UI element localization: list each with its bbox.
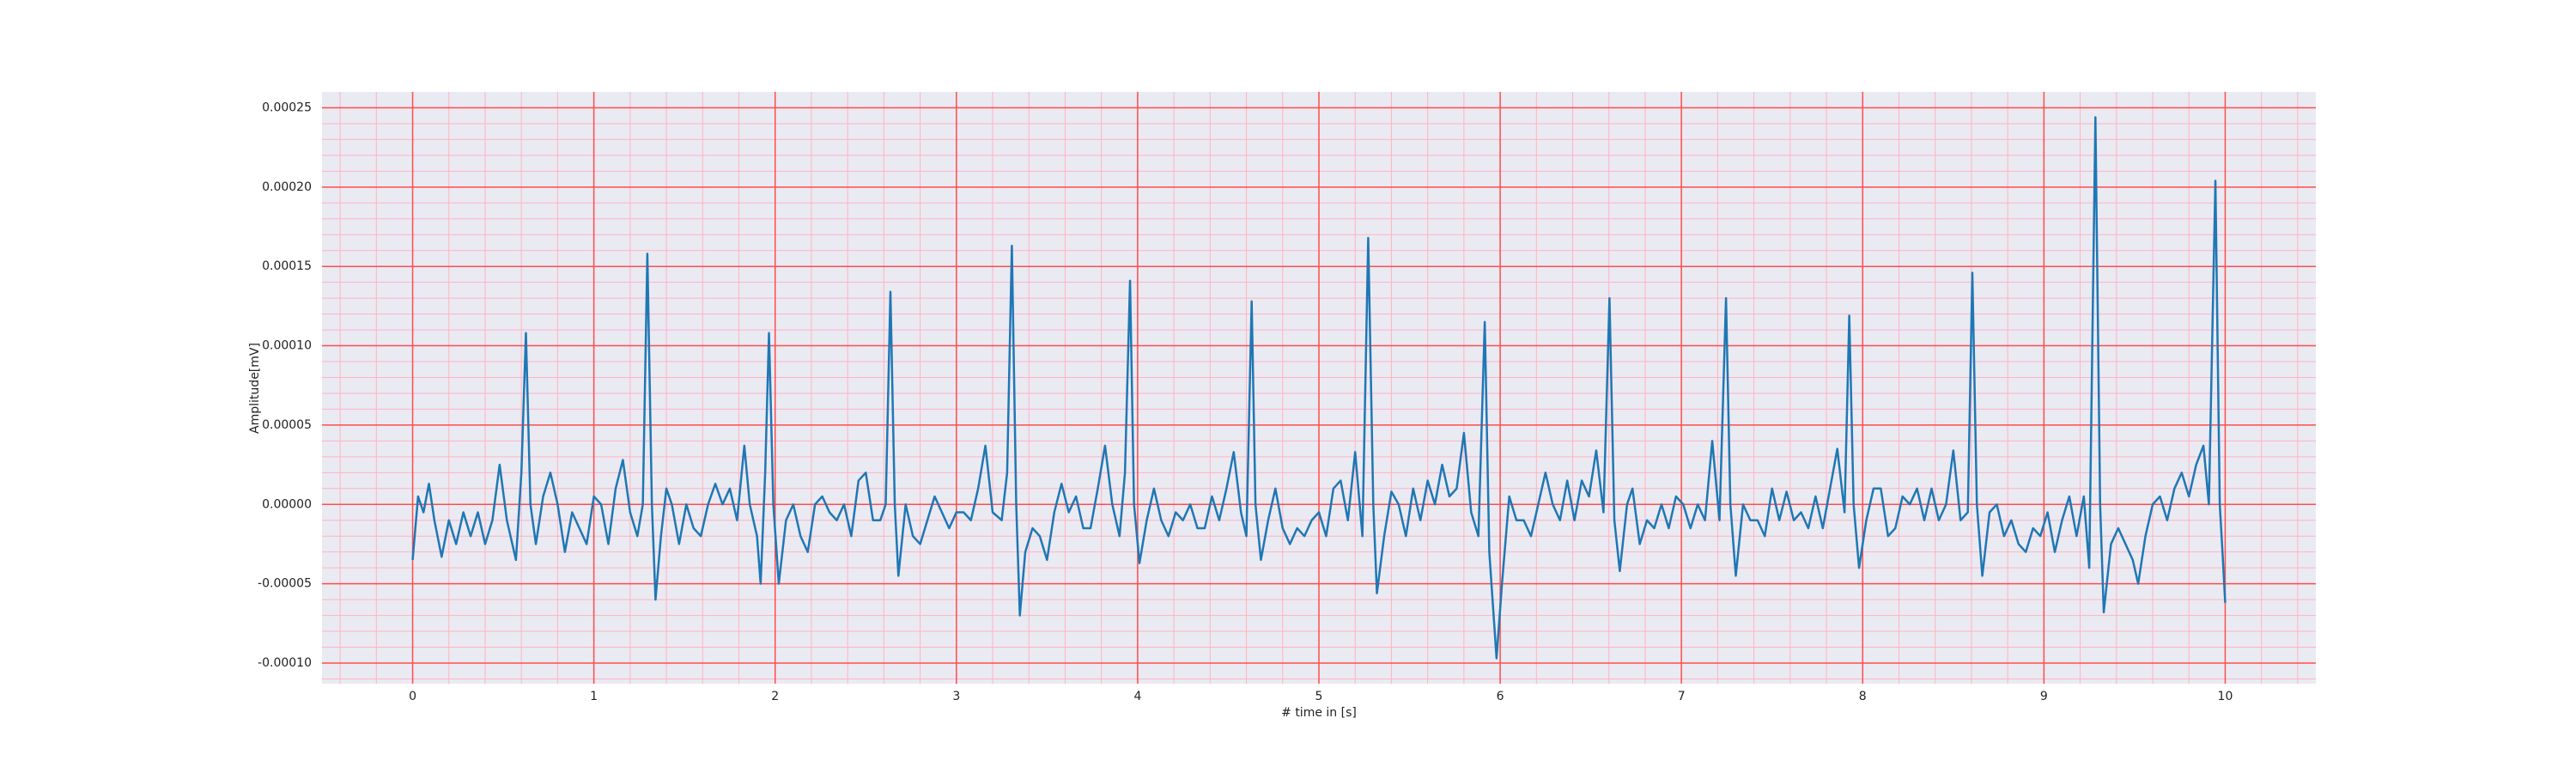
x-tick-label: 7	[1678, 690, 1686, 703]
signal-line	[411, 116, 2227, 660]
x-tick-label: 0	[409, 690, 416, 703]
x-tick-label: 1	[590, 690, 598, 703]
x-tick-label: 3	[952, 690, 960, 703]
x-tick-label: 2	[771, 690, 779, 703]
y-tick-label: 0.00025	[262, 100, 312, 114]
x-tick-label: 9	[2040, 690, 2048, 703]
y-tick-label: 0.00020	[262, 180, 312, 194]
x-tick-label: 5	[1315, 690, 1323, 703]
y-tick-label: 0.00000	[262, 497, 312, 511]
x-tick-label: 10	[2218, 690, 2233, 703]
x-tick-label: 4	[1133, 690, 1141, 703]
x-tick-label: 8	[1859, 690, 1867, 703]
y-tick-label: 0.00005	[262, 418, 312, 432]
x-axis-label: # time in [s]	[1281, 706, 1357, 720]
x-tick-label: 6	[1497, 690, 1504, 703]
y-tick-label: 0.00015	[262, 259, 312, 273]
y-tick-label: -0.00005	[258, 577, 312, 591]
y-axis-label: Amplitude[mV]	[248, 343, 262, 434]
y-tick-label: 0.00010	[262, 339, 312, 353]
y-tick-label: -0.00010	[258, 656, 312, 670]
